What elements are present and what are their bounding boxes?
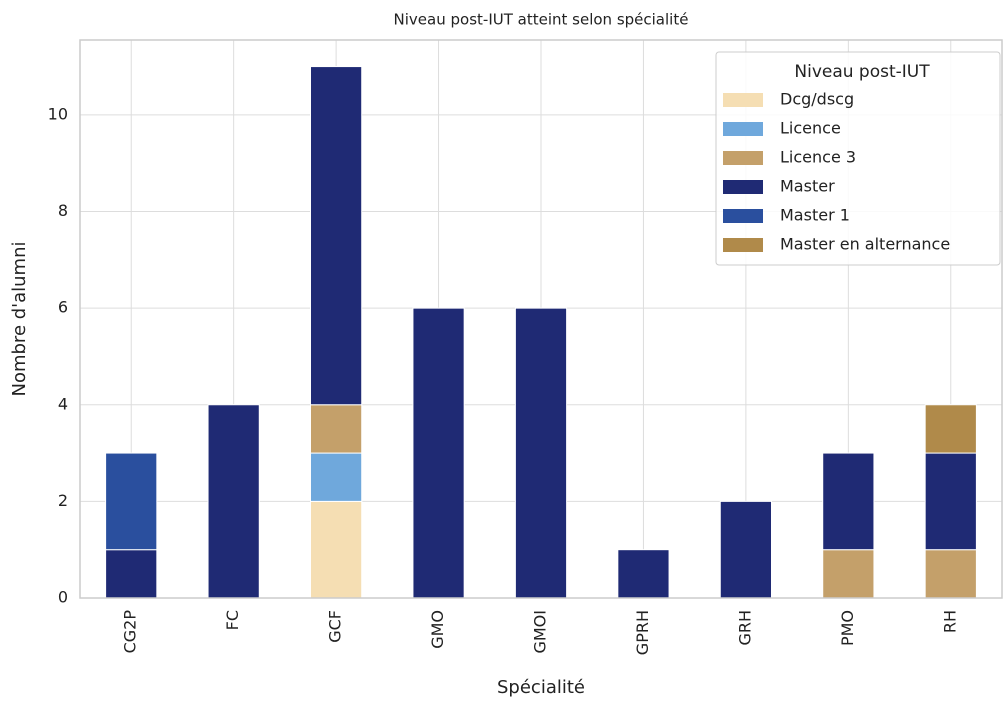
- y-tick-label: 8: [58, 201, 68, 220]
- x-tick-label: FC: [223, 610, 242, 630]
- bar-segment: [617, 549, 670, 599]
- legend-swatch: [723, 93, 763, 107]
- y-tick-label: 0: [58, 588, 68, 607]
- x-tick-label: GPRH: [633, 610, 652, 655]
- legend-label: Master en alternance: [780, 235, 950, 254]
- y-tick-label: 10: [48, 104, 68, 123]
- x-tick-label: GCF: [326, 610, 345, 643]
- bar-segment: [719, 500, 772, 599]
- legend-label: Master 1: [780, 206, 850, 225]
- bar-segment: [105, 452, 158, 551]
- bar-segment: [207, 404, 260, 599]
- bar-segment: [310, 404, 363, 454]
- legend-swatch: [723, 238, 763, 252]
- bar-segment: [412, 307, 465, 599]
- bar-segment: [924, 452, 977, 551]
- plot-frame: [79, 39, 1003, 599]
- y-tick-label: 4: [58, 394, 68, 413]
- y-tick-label: 2: [58, 491, 68, 510]
- chart-title: Niveau post-IUT atteint selon spécialité: [394, 11, 689, 29]
- legend-label: Licence: [780, 119, 841, 138]
- legend-label: Licence 3: [780, 148, 856, 167]
- bar-segment: [822, 549, 875, 599]
- x-tick-label: CG2P: [121, 610, 140, 654]
- y-tick-label: 6: [58, 298, 68, 317]
- legend-swatch: [723, 209, 763, 223]
- x-tick-label: GMOI: [531, 610, 550, 654]
- bar-segment: [310, 500, 363, 599]
- bar-segment: [924, 404, 977, 454]
- bar-segment: [310, 66, 363, 406]
- x-tick-label: GRH: [735, 610, 754, 646]
- x-tick-label: GMO: [428, 610, 447, 649]
- legend-label: Master: [780, 177, 835, 196]
- legend-title: Niveau post-IUT: [794, 62, 930, 82]
- legend-swatch: [723, 122, 763, 136]
- legend-box: [715, 51, 1001, 266]
- bar-segment: [514, 307, 568, 599]
- x-axis-label: Spécialité: [497, 677, 585, 698]
- x-tick-label: PMO: [838, 610, 857, 646]
- y-axis-label: Nombre d'alumni: [9, 242, 30, 397]
- bar-segment: [924, 549, 977, 599]
- x-tick-label: RH: [940, 610, 959, 633]
- bars: [105, 66, 977, 599]
- legend-label: Dcg/dscg: [780, 90, 854, 109]
- bar-segment: [310, 452, 363, 502]
- bar-segment: [822, 452, 875, 551]
- legend: Niveau post-IUT Dcg/dscg Licence Licence 3…: [715, 51, 1001, 266]
- bar-segment: [105, 549, 158, 599]
- legend-swatch: [723, 180, 763, 194]
- legend-swatch: [723, 151, 763, 165]
